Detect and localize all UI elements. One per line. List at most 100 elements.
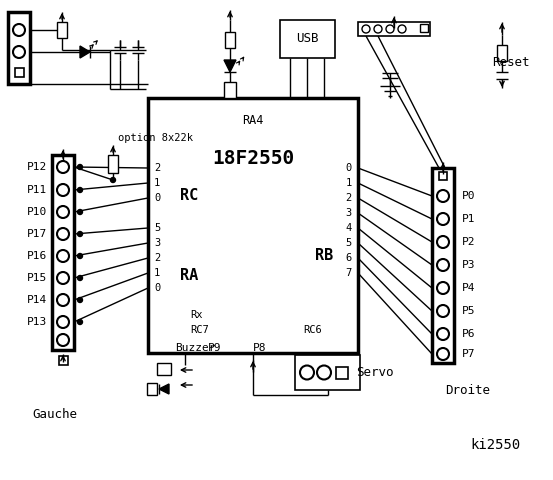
Polygon shape	[80, 46, 90, 58]
Circle shape	[57, 206, 69, 218]
Circle shape	[57, 184, 69, 196]
Text: ki2550: ki2550	[470, 438, 520, 452]
Circle shape	[57, 334, 69, 346]
Text: Rx: Rx	[190, 310, 202, 320]
Text: option 8x22k: option 8x22k	[118, 133, 193, 143]
Text: 18F2550: 18F2550	[212, 148, 294, 168]
Bar	[295, 355, 360, 390]
Circle shape	[57, 228, 69, 240]
Bar	[224, 82, 236, 98]
Circle shape	[437, 305, 449, 317]
Bar	[14, 68, 23, 77]
Text: 4: 4	[346, 223, 352, 233]
Bar	[280, 20, 335, 58]
Text: Servo: Servo	[356, 366, 394, 379]
Bar	[358, 22, 430, 36]
Bar	[497, 45, 507, 61]
Text: P1: P1	[462, 214, 476, 224]
Text: P8: P8	[253, 343, 267, 353]
Bar	[108, 155, 118, 173]
Text: 5: 5	[154, 223, 160, 233]
Circle shape	[437, 259, 449, 271]
Circle shape	[386, 25, 394, 33]
Text: 3: 3	[154, 238, 160, 248]
Text: 1: 1	[154, 268, 160, 278]
Circle shape	[437, 236, 449, 248]
Circle shape	[77, 188, 82, 192]
Text: 6: 6	[346, 253, 352, 263]
Text: RA: RA	[180, 267, 198, 283]
Circle shape	[57, 161, 69, 173]
Text: 1: 1	[154, 178, 160, 188]
Bar	[420, 24, 428, 32]
Bar	[225, 32, 235, 48]
Text: P7: P7	[462, 349, 476, 359]
Circle shape	[77, 276, 82, 280]
Circle shape	[57, 316, 69, 328]
Circle shape	[437, 348, 449, 360]
Bar	[439, 172, 447, 180]
Text: 1: 1	[346, 178, 352, 188]
Text: P16: P16	[27, 251, 47, 261]
Circle shape	[77, 231, 82, 237]
Text: 0: 0	[346, 163, 352, 173]
Text: Buzzer: Buzzer	[175, 343, 215, 353]
Polygon shape	[159, 384, 169, 394]
Circle shape	[77, 253, 82, 259]
Circle shape	[398, 25, 406, 33]
Circle shape	[77, 320, 82, 324]
Bar	[336, 367, 348, 379]
Circle shape	[77, 209, 82, 215]
Text: 2: 2	[154, 163, 160, 173]
Text: P2: P2	[462, 237, 476, 247]
Text: P15: P15	[27, 273, 47, 283]
Circle shape	[13, 24, 25, 36]
Text: P5: P5	[462, 306, 476, 316]
Text: P0: P0	[462, 191, 476, 201]
Bar	[432, 168, 454, 363]
Text: RA4: RA4	[242, 113, 264, 127]
Circle shape	[57, 294, 69, 306]
Text: P10: P10	[27, 207, 47, 217]
Circle shape	[111, 178, 116, 182]
Text: 2: 2	[154, 253, 160, 263]
Text: RB: RB	[315, 248, 333, 263]
Circle shape	[317, 365, 331, 380]
Circle shape	[437, 282, 449, 294]
Circle shape	[300, 365, 314, 380]
Circle shape	[437, 328, 449, 340]
Text: P17: P17	[27, 229, 47, 239]
Circle shape	[362, 25, 370, 33]
Text: 3: 3	[346, 208, 352, 218]
Text: USB: USB	[296, 33, 319, 46]
Circle shape	[57, 272, 69, 284]
Bar	[57, 22, 67, 38]
Text: P13: P13	[27, 317, 47, 327]
Text: P12: P12	[27, 162, 47, 172]
Text: 5: 5	[346, 238, 352, 248]
Text: P3: P3	[462, 260, 476, 270]
Text: Gauche: Gauche	[33, 408, 77, 421]
Bar	[59, 356, 67, 365]
Text: RC: RC	[180, 188, 198, 203]
Bar	[157, 363, 171, 375]
Polygon shape	[224, 60, 236, 72]
Text: 7: 7	[346, 268, 352, 278]
Text: P9: P9	[208, 343, 222, 353]
Text: 0: 0	[154, 283, 160, 293]
Text: 0: 0	[154, 193, 160, 203]
Circle shape	[57, 250, 69, 262]
Circle shape	[77, 298, 82, 302]
Text: RC7: RC7	[190, 325, 208, 335]
Text: P4: P4	[462, 283, 476, 293]
Circle shape	[437, 213, 449, 225]
Circle shape	[13, 46, 25, 58]
Bar	[148, 98, 358, 353]
Bar	[52, 155, 74, 350]
Circle shape	[374, 25, 382, 33]
Text: 2: 2	[346, 193, 352, 203]
Circle shape	[77, 165, 82, 169]
Bar	[147, 383, 157, 395]
Text: Droite: Droite	[445, 384, 490, 396]
Text: RC6: RC6	[303, 325, 322, 335]
